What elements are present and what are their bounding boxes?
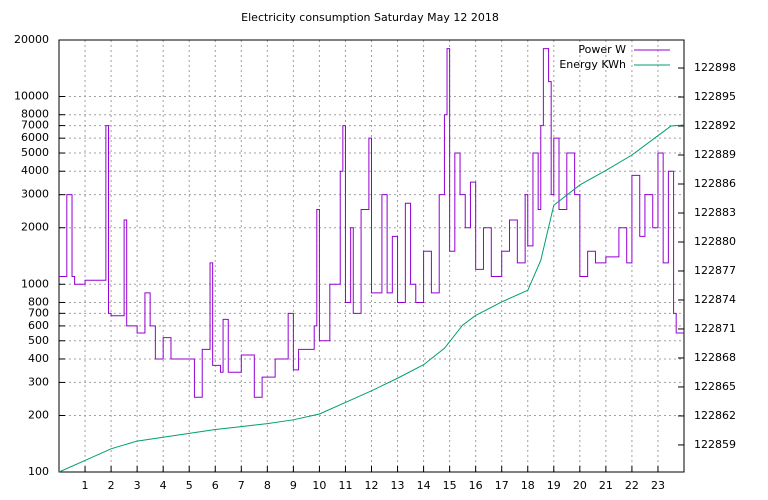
x-tick-label: 22 [625, 479, 639, 492]
y-tick-label: 6000 [21, 131, 49, 144]
x-tick-label: 13 [391, 479, 405, 492]
y-tick-label: 500 [28, 334, 49, 347]
x-tick-label: 15 [443, 479, 457, 492]
y-tick-label: 5000 [21, 146, 49, 159]
x-tick-label: 12 [365, 479, 379, 492]
x-tick-label: 8 [264, 479, 271, 492]
x-tick-label: 19 [547, 479, 561, 492]
y-tick-label: 400 [28, 352, 49, 365]
x-tick-label: 5 [186, 479, 193, 492]
y2-tick-label: 122871 [694, 322, 736, 335]
y2-tick-label: 122877 [694, 264, 736, 277]
x-tick-label: 11 [338, 479, 352, 492]
y-tick-label: 4000 [21, 164, 49, 177]
series-line [59, 48, 684, 398]
y2-tick-label: 122892 [694, 119, 736, 132]
y2-tick-label: 122883 [694, 206, 736, 219]
x-tick-label: 20 [573, 479, 587, 492]
x-tick-label: 10 [312, 479, 326, 492]
plot-frame [58, 39, 685, 473]
y-tick-label: 700 [28, 306, 49, 319]
y2-tick-label: 122862 [694, 409, 736, 422]
x-tick-label: 18 [521, 479, 535, 492]
x-tick-label: 17 [495, 479, 509, 492]
y2-tick-label: 122868 [694, 351, 736, 364]
x-tick-label: 7 [238, 479, 245, 492]
y-tick-label: 300 [28, 375, 49, 388]
y-tick-label: 600 [28, 319, 49, 332]
x-tick-label: 14 [417, 479, 431, 492]
legend-label: Energy KWh [559, 58, 626, 71]
x-tick-label: 9 [290, 479, 297, 492]
x-tick-label: 21 [599, 479, 613, 492]
y2-tick-label: 122898 [694, 61, 736, 74]
y-tick-label: 7000 [21, 119, 49, 132]
y2-tick-label: 122874 [694, 293, 736, 306]
y2-tick-label: 122895 [694, 90, 736, 103]
y-tick-label: 20000 [14, 33, 49, 46]
y-tick-label: 8000 [21, 108, 49, 121]
y-tick-label: 800 [28, 295, 49, 308]
y2-tick-label: 122865 [694, 380, 736, 393]
y-tick-label: 1000 [21, 277, 49, 290]
x-tick-label: 16 [469, 479, 483, 492]
y2-tick-label: 122880 [694, 235, 736, 248]
chart-title: Electricity consumption Saturday May 12 … [241, 11, 499, 24]
x-tick-label: 1 [82, 479, 89, 492]
y-tick-label: 10000 [14, 90, 49, 103]
y-tick-label: 200 [28, 408, 49, 421]
x-tick-label: 4 [160, 479, 167, 492]
x-tick-label: 2 [108, 479, 115, 492]
x-tick-label: 23 [651, 479, 665, 492]
series-line [58, 124, 685, 473]
y-tick-label: 3000 [21, 188, 49, 201]
y2-tick-label: 122859 [694, 438, 736, 451]
x-tick-label: 6 [212, 479, 219, 492]
legend-label: Power W [578, 43, 626, 56]
y-tick-label: 2000 [21, 221, 49, 234]
x-tick-label: 3 [134, 479, 141, 492]
y2-tick-label: 122886 [694, 177, 736, 190]
y2-tick-label: 122889 [694, 148, 736, 161]
y-tick-label: 100 [28, 465, 49, 478]
